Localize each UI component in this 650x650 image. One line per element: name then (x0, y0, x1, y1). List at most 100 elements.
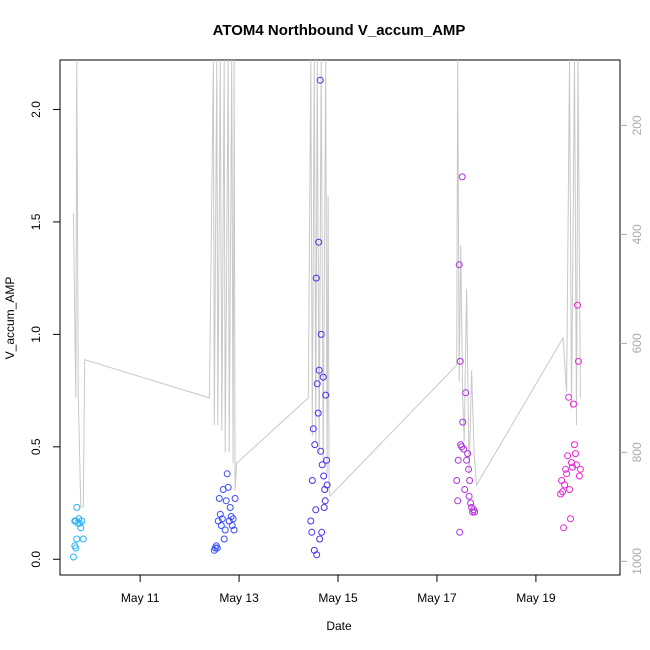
data-point (79, 535, 87, 543)
data-point (461, 486, 469, 493)
data-point (323, 456, 331, 464)
data-point (78, 517, 86, 525)
y-tick-label: 0.5 (29, 438, 43, 455)
data-point (216, 510, 224, 518)
data-point (463, 456, 471, 464)
y-tick-label: 2.0 (29, 101, 43, 118)
data-point (567, 515, 574, 523)
data-point (460, 445, 468, 453)
y-tick-label: 1.0 (29, 326, 43, 343)
y2-tick-label: 1000 (630, 548, 644, 575)
data-point (574, 357, 582, 365)
point-series (69, 76, 584, 561)
data-point (456, 357, 464, 365)
y2-tick-label: 400 (630, 224, 644, 244)
data-point (308, 528, 316, 536)
x-tick-label: May 11 (121, 591, 160, 605)
data-point (465, 465, 473, 473)
data-point (454, 456, 462, 464)
data-point (72, 544, 80, 552)
y-axis-label: V_accum_AMP (3, 277, 17, 360)
chart-title: ATOM4 Northbound V_accum_AMP (213, 22, 466, 39)
data-point (228, 522, 236, 529)
data-point (321, 497, 329, 505)
data-point (307, 517, 315, 525)
y-tick-label: 1.5 (29, 213, 43, 230)
data-point (226, 504, 234, 511)
data-point (311, 441, 319, 449)
data-point (323, 481, 331, 489)
data-point (455, 261, 463, 269)
data-point (464, 450, 472, 458)
data-point (458, 443, 466, 451)
data-point (312, 506, 320, 514)
data-point (73, 504, 81, 511)
data-point (456, 528, 464, 536)
data-point (230, 526, 238, 534)
data-point (561, 481, 569, 489)
data-point (308, 477, 316, 484)
data-point (560, 524, 568, 532)
data-point (458, 173, 466, 181)
data-point (322, 391, 330, 399)
data-point (224, 483, 232, 491)
data-point (221, 526, 229, 534)
data-point (213, 544, 221, 552)
data-point (465, 492, 473, 500)
x-tick-label: May 19 (516, 591, 556, 605)
data-point (559, 488, 567, 496)
data-point (566, 486, 573, 493)
data-point (320, 472, 328, 480)
data-point (462, 389, 470, 397)
data-point (309, 425, 317, 433)
y2-tick-label: 600 (630, 333, 644, 353)
data-point (312, 274, 320, 282)
data-point (570, 400, 577, 408)
data-point (77, 524, 85, 532)
data-point (315, 366, 323, 374)
data-point (76, 519, 84, 527)
data-point (319, 373, 327, 381)
y2-tick-label: 800 (630, 442, 644, 462)
x-tick-label: May 13 (219, 591, 259, 605)
data-point (220, 535, 228, 543)
data-point (569, 463, 576, 471)
data-point (69, 553, 77, 561)
data-point (572, 450, 579, 458)
data-point (215, 495, 223, 502)
data-point (453, 477, 461, 484)
data-point (557, 490, 565, 498)
data-point (231, 495, 239, 502)
data-point (313, 551, 321, 559)
data-point (576, 465, 584, 473)
y2-tick-label: 200 (630, 115, 644, 135)
data-point (565, 393, 573, 401)
x-axis-label: Date (326, 619, 352, 633)
x-tick-label: May 15 (318, 591, 358, 605)
x-axis: May 11 May 13 May 15 May 17 May 19 (121, 575, 556, 605)
y-axis: 0.0 0.5 1.0 1.5 2.0 (29, 101, 60, 568)
data-point (466, 477, 474, 484)
data-point (222, 497, 230, 505)
data-point (73, 535, 81, 543)
series-line (72, 59, 581, 508)
x-tick-label: May 17 (417, 591, 457, 605)
y-tick-label: 0.0 (29, 551, 43, 568)
data-point (316, 535, 324, 543)
data-point (467, 499, 475, 507)
data-point (563, 470, 571, 478)
data-point (317, 447, 325, 455)
y2-axis: 200 400 600 800 1000 (620, 115, 644, 575)
data-point (315, 238, 323, 246)
data-point (316, 76, 324, 84)
data-point (318, 461, 326, 469)
data-point (318, 528, 326, 536)
data-point (227, 513, 235, 520)
data-point (471, 508, 479, 516)
line-series (72, 59, 581, 508)
data-point (218, 515, 226, 523)
data-point (562, 465, 570, 473)
data-point (459, 418, 467, 426)
data-point (571, 441, 578, 449)
